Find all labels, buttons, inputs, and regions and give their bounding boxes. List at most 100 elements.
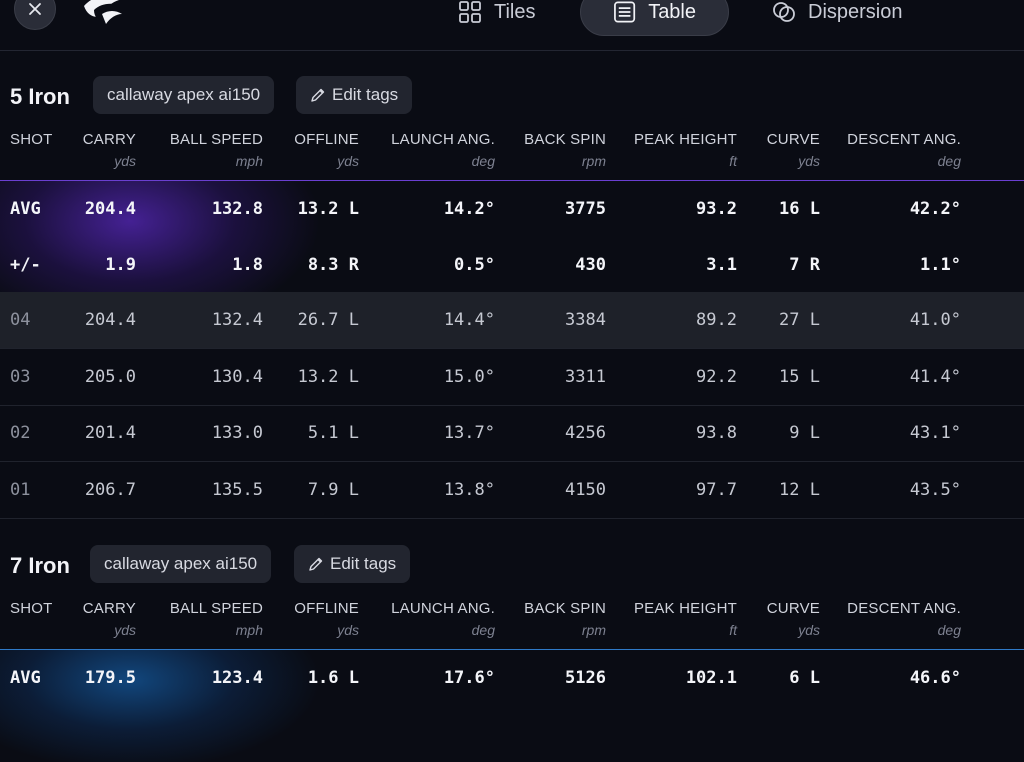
table-row[interactable]: 01 206.7 135.5 7.9 L 13.8° 4150 97.7 12 L 43.5° [0, 462, 1024, 519]
cell-carry: 201.4 [84, 423, 136, 443]
cell-curve: 15 L [779, 366, 820, 387]
cell-descent-angle: 43.1° [909, 423, 961, 443]
column-header-curve[interactable]: CURVE [766, 600, 820, 617]
table-row[interactable]: 04 204.4 132.4 26.7 L 14.4° 3384 89.2 27 L 41.0° [0, 292, 1024, 349]
tab-table-label: Table [648, 0, 696, 23]
summary-cell-offline: 1.6 L [307, 668, 359, 688]
column-header-shot[interactable]: SHOT [10, 131, 53, 148]
column-header-offline[interactable]: OFFLINE [294, 600, 359, 617]
column-unit-curve: yds [798, 622, 820, 638]
column-unit-descent-angle: deg [937, 622, 961, 638]
cell-peak-height: 92.2 [696, 366, 737, 387]
column-header-descent-angle[interactable]: DESCENT ANG. [847, 131, 961, 148]
column-header-peak-height[interactable]: PEAK HEIGHT [633, 131, 737, 148]
column-header-ball-speed[interactable]: BALL SPEED [169, 600, 263, 617]
summary-cell-shot: +/- [10, 255, 41, 275]
summary-cell-shot: AVG [10, 199, 41, 219]
column-unit-launch-angle: deg [471, 622, 495, 638]
column-header-launch-angle[interactable]: LAUNCH ANG. [391, 600, 495, 617]
cell-ball-speed: 133.0 [211, 423, 263, 443]
column-header-back-spin[interactable]: BACK SPIN [524, 600, 606, 617]
summary-cell-descent-angle: 46.6° [909, 668, 961, 688]
cell-launch-angle: 14.4° [443, 310, 495, 330]
edit-tags-button[interactable]: Edit tags [296, 76, 413, 114]
cell-shot: 01 [10, 479, 31, 500]
column-header-launch-angle[interactable]: LAUNCH ANG. [391, 131, 495, 148]
cell-offline: 26.7 L [297, 310, 359, 330]
column-header-row: SHOT CARRY yds BALL SPEED mph OFFLINE yds LAUNC… [0, 600, 1024, 646]
summary-cell-peak-height: 102.1 [685, 668, 737, 688]
cell-peak-height: 97.7 [696, 479, 737, 500]
cell-back-spin: 3384 [565, 310, 606, 330]
summary-cell-back-spin: 430 [575, 255, 606, 275]
column-unit-carry: yds [114, 153, 136, 169]
edit-tags-button[interactable]: Edit tags [294, 545, 411, 583]
column-header-row: SHOT CARRY yds BALL SPEED mph OFFLINE yds LAUNC… [0, 131, 1024, 177]
column-header-shot[interactable]: SHOT [10, 600, 53, 617]
summary-cell-descent-angle: 42.2° [909, 199, 961, 219]
column-header-offline[interactable]: OFFLINE [294, 131, 359, 148]
cell-back-spin: 4256 [565, 423, 606, 443]
cell-descent-angle: 41.0° [909, 310, 961, 330]
cell-curve: 27 L [779, 310, 820, 330]
summary-cell-ball-speed: 123.4 [211, 668, 263, 688]
column-header-back-spin[interactable]: BACK SPIN [524, 131, 606, 148]
column-unit-offline: yds [337, 622, 359, 638]
table-row[interactable]: 03 205.0 130.4 13.2 L 15.0° 3311 92.2 15 L 41.4° [0, 349, 1024, 406]
column-unit-descent-angle: deg [937, 153, 961, 169]
cell-shot: 04 [10, 310, 31, 330]
cell-ball-speed: 132.4 [211, 310, 263, 330]
summary-cell-shot: AVG [10, 668, 41, 688]
cell-carry: 204.4 [84, 310, 136, 330]
cell-back-spin: 3311 [565, 366, 606, 387]
column-header-descent-angle[interactable]: DESCENT ANG. [847, 600, 961, 617]
summary-cell-peak-height: 93.2 [696, 199, 737, 219]
column-header-carry[interactable]: CARRY [82, 600, 136, 617]
cell-launch-angle: 13.7° [443, 423, 495, 443]
column-header-ball-speed[interactable]: BALL SPEED [169, 131, 263, 148]
summary-row: +/- 1.9 1.8 8.3 R 0.5° 430 3.1 7 R 1.1° [0, 237, 1024, 293]
edit-tags-label: Edit tags [330, 554, 397, 573]
summary-row: AVG 179.5 123.4 1.6 L 17.6° 5126 102.1 6 L 46.6° [0, 650, 1024, 706]
column-header-peak-height[interactable]: PEAK HEIGHT [633, 600, 737, 617]
column-unit-back-spin: rpm [581, 153, 606, 169]
table-row[interactable]: 02 201.4 133.0 5.1 L 13.7° 4256 93.8 9 L 43.1° [0, 405, 1024, 462]
cell-curve: 9 L [789, 423, 820, 443]
club-header: 5 Iron callaway apex ai150 Edit tags [0, 76, 1024, 116]
tab-tiles[interactable]: Tiles [458, 0, 535, 36]
cell-descent-angle: 41.4° [909, 366, 961, 387]
grid-icon [459, 1, 481, 23]
cell-offline: 13.2 L [297, 366, 359, 387]
column-header-carry[interactable]: CARRY [82, 131, 136, 148]
close-button[interactable] [14, 0, 56, 30]
dispersion-icon [773, 2, 795, 22]
column-unit-carry: yds [114, 622, 136, 638]
tab-table[interactable]: Table [580, 0, 729, 36]
summary-block: AVG 179.5 123.4 1.6 L 17.6° 5126 102.1 6 L 46.6° [0, 649, 1024, 762]
tab-dispersion[interactable]: Dispersion [772, 0, 902, 36]
cell-launch-angle: 13.8° [443, 479, 495, 500]
column-unit-peak-height: ft [729, 622, 737, 638]
column-unit-ball-speed: mph [235, 153, 263, 169]
club-tag-pill[interactable]: callaway apex ai150 [93, 76, 275, 114]
cell-launch-angle: 15.0° [443, 366, 495, 387]
cell-peak-height: 89.2 [696, 310, 737, 330]
column-header-curve[interactable]: CURVE [766, 131, 820, 148]
summary-cell-carry: 179.5 [84, 668, 136, 688]
column-unit-curve: yds [798, 153, 820, 169]
cell-carry: 205.0 [84, 366, 136, 387]
pencil-icon [311, 88, 325, 102]
club-tag-pill[interactable]: callaway apex ai150 [90, 545, 272, 583]
summary-cell-launch-angle: 14.2° [443, 199, 495, 219]
summary-cell-back-spin: 5126 [565, 668, 606, 688]
app-logo-icon [84, 0, 126, 24]
summary-cell-curve: 16 L [779, 199, 820, 219]
top-bar: Tiles Table Dispersion [0, 0, 1024, 51]
cell-offline: 5.1 L [307, 423, 359, 443]
summary-cell-ball-speed: 132.8 [211, 199, 263, 219]
tab-dispersion-label: Dispersion [808, 0, 903, 23]
cell-carry: 206.7 [84, 479, 136, 500]
column-unit-ball-speed: mph [235, 622, 263, 638]
summary-cell-offline: 8.3 R [307, 255, 359, 275]
column-unit-peak-height: ft [729, 153, 737, 169]
